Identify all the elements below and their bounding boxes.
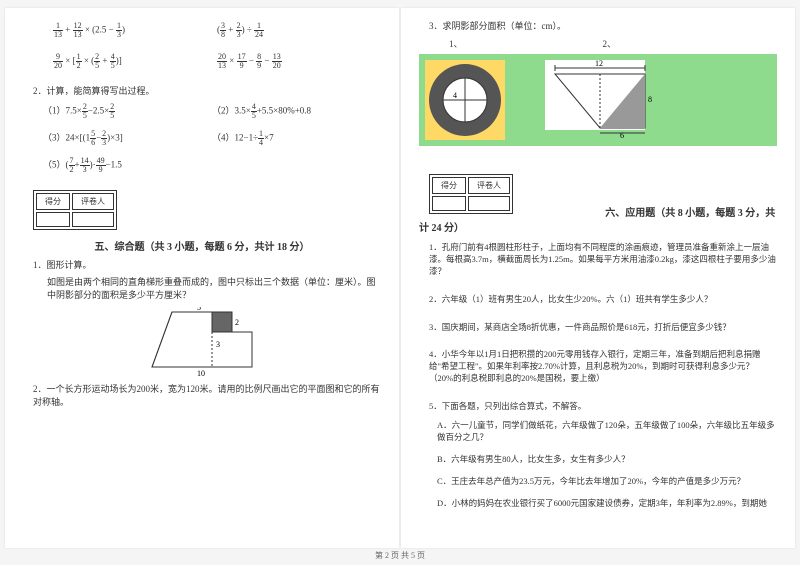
q2-row-2: （3）24×[(156−23)×3] （4）12−1÷14×7 [43, 130, 381, 147]
q3-label-1: 1、 [449, 37, 463, 50]
section-5-title: 五、综合题（共 3 小题，每题 6 分，共计 18 分） [23, 238, 381, 253]
grader-label-r: 评卷人 [468, 177, 510, 194]
tri-top: 12 [595, 60, 603, 68]
score-label: 得分 [36, 193, 70, 210]
circle-figure: 4 [425, 60, 505, 140]
fig-label-side: 3 [216, 340, 220, 349]
fig-label-right: 2 [235, 318, 239, 327]
score-box-5: 得分 评卷人 [33, 190, 117, 230]
q2-1: （1）7.5×25−2.5×25 [43, 103, 212, 120]
left-page: 113 + 1213 × (2.5 − 13) (38 + 23) ÷ 124 … [5, 8, 399, 548]
q2-3: （3）24×[(156−23)×3] [43, 130, 212, 147]
formula-row-2: 920 × [12 × (25 + 45)] 2013 × 179 − 89 −… [53, 53, 381, 70]
circle-dim: 4 [453, 91, 457, 100]
fig-label-bottom: 10 [197, 369, 205, 377]
page-footer: 第 2 页 共 5 页 [0, 550, 800, 561]
q3-label-2: 2、 [603, 37, 617, 50]
q3-title: 3．求阴影部分面积（单位：cm）。 [429, 19, 777, 32]
score-box-6: 得分 评卷人 [429, 174, 513, 214]
s6-q5-title: 5．下面各题，只列出综合算式，不解答。 [429, 401, 777, 413]
s6-q5-b: B．六年级有男生80人，比女生多，女生有多少人？ [437, 453, 777, 465]
s6-q2: 2．六年级（1）班有男生20人，比女生少20%。六（1）班共有学生多少人？ [429, 294, 777, 306]
s6-q5-c: C．王庄去年总产值为23.5万元，今年比去年增加了20%，今年的产值是多少万元？ [437, 475, 777, 487]
formula-1a: 113 + 1213 × (2.5 − 13) [53, 22, 217, 39]
formula-2b: 2013 × 179 − 89 − 1320 [217, 53, 381, 70]
score-label-r: 得分 [432, 177, 466, 194]
q2-5: （5）(72+143)·499−1.5 [43, 157, 212, 174]
trapezoid-figure: 5 3 2 10 [142, 307, 262, 377]
figure-green-zone: 4 12 8 6 [419, 54, 777, 146]
formula-row-1: 113 + 1213 × (2.5 − 13) (38 + 23) ÷ 124 [53, 22, 381, 39]
grader-label: 评卷人 [72, 193, 114, 210]
triangle-figure: 12 8 6 [545, 60, 645, 130]
formula-1b: (38 + 23) ÷ 124 [217, 22, 381, 39]
s6-q4: 4．小华今年以1月1日把积攒的200元零用钱存入银行，定期三年，准备到期后把利息… [429, 349, 777, 385]
right-page: 3．求阴影部分面积（单位：cm）。 1、 2、 4 12 [401, 8, 795, 548]
q2-row-3: （5）(72+143)·499−1.5 [43, 157, 381, 174]
s5-q2: 2．一个长方形运动场长为200米，宽为120米。请用的比例尺画出它的平面图和它的… [33, 383, 381, 408]
fig-label-top: 5 [197, 307, 201, 312]
tri-bottom: 6 [620, 131, 624, 138]
s5-q1-title: 1．图形计算。 [33, 258, 381, 271]
tri-side: 8 [648, 95, 652, 104]
s6-q3: 3．国庆期间，某商店全场8折优惠，一件商品照价是618元，打折后便宜多少钱？ [429, 322, 777, 334]
s6-q5-a: A．六一儿童节，同学们做纸花，六年级做了120朵，五年级做了100朵，六年级比五… [437, 419, 777, 443]
q2-row-1: （1）7.5×25−2.5×25 （2）3.5×45+5.5×80%+0.8 [43, 103, 381, 120]
s6-q5-d: D．小林的妈妈在农业银行买了6000元国家建设债券，定期3年，年利率为2.89%… [437, 497, 777, 509]
formula-2a: 920 × [12 × (25 + 45)] [53, 53, 217, 70]
s6-q1: 1．孔府门前有4根圆柱形柱子，上面均有不同程度的涂画痕迹，管理员准备重新涂上一层… [429, 242, 777, 278]
q2-title: 2．计算，能简算得写出过程。 [33, 84, 381, 97]
q2-2: （2）3.5×45+5.5×80%+0.8 [212, 103, 381, 120]
s5-q1-body: 如图是由两个相同的直角梯形重叠而成的，图中只标出三个数据（单位：厘米）。图中阴影… [47, 276, 381, 301]
q2-4: （4）12−1÷14×7 [212, 130, 381, 147]
